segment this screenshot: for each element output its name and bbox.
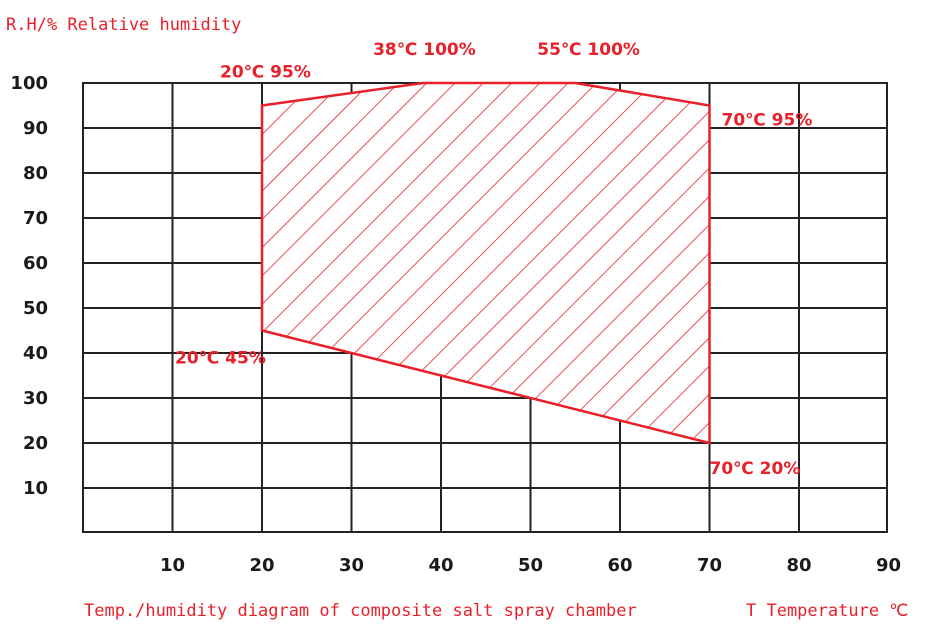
y-tick-label: 70 [23,208,48,229]
y-tick-label: 40 [23,343,48,364]
x-tick-label: 40 [428,555,453,576]
x-tick-label: 70 [697,555,722,576]
chart-caption: Temp./humidity diagram of composite salt… [84,601,637,621]
tick-labels: 10 20 30 40 50 60 70 80 90 10 20 30 40 50 60 70 80 90 100 [10,73,901,576]
y-tick-label: 90 [23,118,48,139]
x-tick-label: 80 [786,555,811,576]
x-tick-label: 30 [339,555,364,576]
x-tick-label: 10 [160,555,185,576]
point-annotation: 20℃ 95% [220,63,311,83]
y-tick-label: 60 [23,253,48,274]
region-layer [260,81,711,445]
y-tick-label: 20 [23,433,48,454]
y-axis-label: R.H/% Relative humidity [6,15,241,35]
x-axis-label: T Temperature ℃ [746,601,908,621]
x-tick-label: 20 [249,555,274,576]
operating-region [260,81,711,445]
y-tick-label: 80 [23,163,48,184]
point-annotation: 70℃ 95% [722,111,813,131]
y-tick-label: 100 [10,73,48,94]
x-tick-label: 60 [607,555,632,576]
point-annotation: 70℃ 20% [710,459,801,479]
point-annotation: 20℃ 45% [175,349,266,369]
y-tick-label: 10 [23,478,48,499]
x-tick-label: 50 [518,555,543,576]
point-annotation: 38℃ 100% [373,40,476,60]
y-tick-label: 30 [23,388,48,409]
y-tick-label: 50 [23,298,48,319]
point-annotation: 55℃ 100% [537,40,640,60]
annotations: 20℃ 95% 38℃ 100% 55℃ 100% 70℃ 95% 20℃ 45% 70℃… [175,40,812,479]
x-tick-label: 90 [876,555,901,576]
